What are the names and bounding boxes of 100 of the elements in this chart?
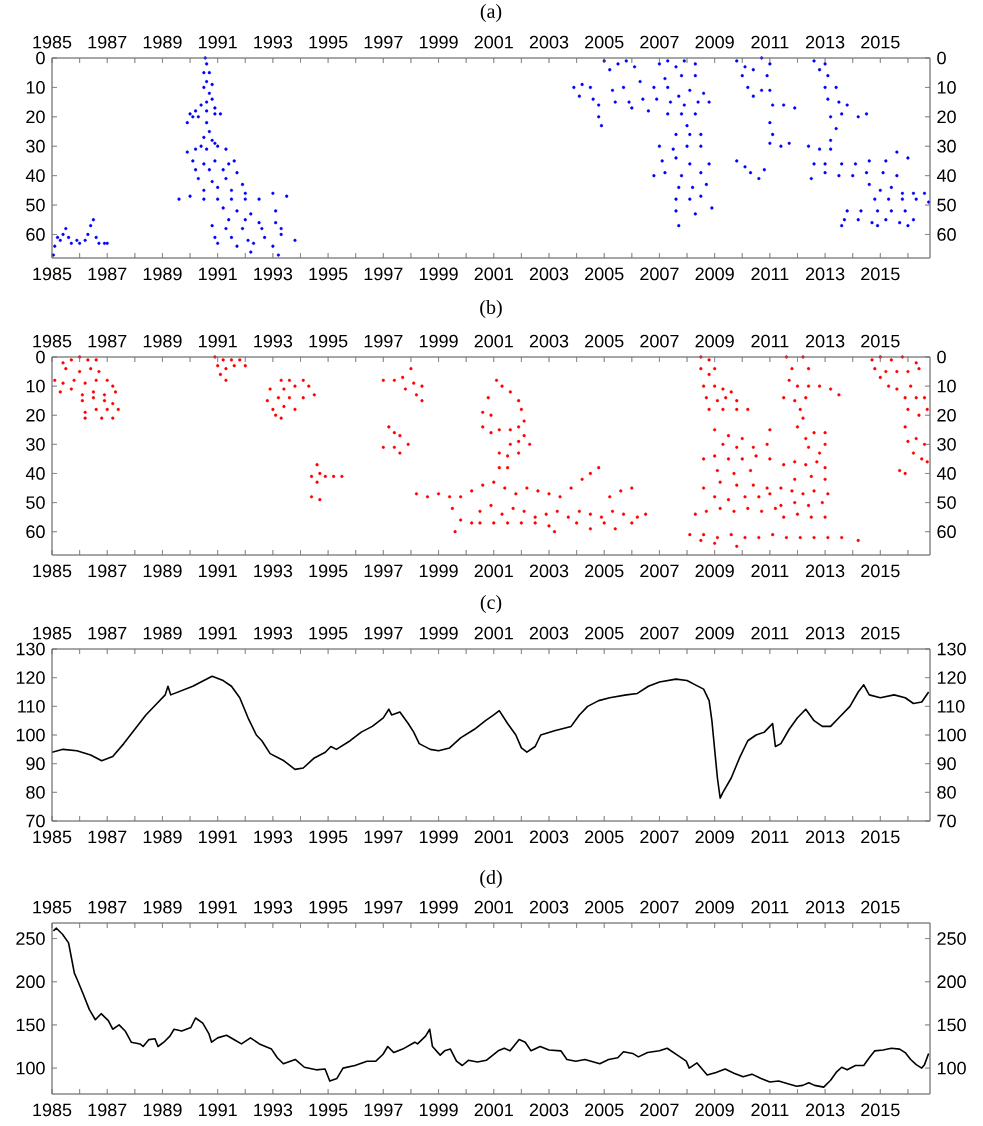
y2-tick-label: 250 xyxy=(937,932,966,945)
x2-tick-label: 1993 xyxy=(254,564,293,578)
y-tick-label: 110 xyxy=(18,699,45,713)
y-tick-label: 50 xyxy=(26,496,45,509)
x2-tick-label: 1997 xyxy=(364,564,403,578)
y2-tick-label: 60 xyxy=(937,228,956,241)
y2-tick-label: 0 xyxy=(937,51,946,65)
x-tick-label: 1989 xyxy=(143,334,182,348)
y2-tick-label: 10 xyxy=(937,379,956,393)
y2-tick-label: 20 xyxy=(937,408,956,422)
y-tick-label: 20 xyxy=(26,408,45,422)
x-tick-label: 2001 xyxy=(474,830,513,844)
x2-tick-label: 2009 xyxy=(695,626,734,640)
x2-tick-label: 1985 xyxy=(33,267,72,281)
x2-tick-label: 1995 xyxy=(309,267,348,281)
x2-tick-label: 2007 xyxy=(640,626,679,640)
y-tick-label: 60 xyxy=(26,228,45,241)
x2-tick-label: 2009 xyxy=(695,267,734,281)
x2-tick-label: 1997 xyxy=(364,1103,403,1117)
x-tick-label: 1997 xyxy=(364,35,403,49)
x-tick-label: 1991 xyxy=(199,900,237,914)
x-tick-label: 2001 xyxy=(474,900,513,914)
x2-tick-label: 2015 xyxy=(861,564,900,578)
x-tick-label: 1993 xyxy=(254,334,293,348)
x2-tick-label: 2005 xyxy=(585,564,624,578)
x2-tick-label: 2009 xyxy=(695,1103,734,1117)
chart-title: (d) xyxy=(480,869,502,889)
y2-tick-label: 80 xyxy=(937,785,956,799)
x2-tick-label: 1999 xyxy=(419,267,458,281)
y-tick-label: 10 xyxy=(26,81,45,94)
x-tick-label: 1995 xyxy=(309,334,348,348)
x2-tick-label: 2015 xyxy=(861,267,900,281)
x2-tick-label: 1989 xyxy=(143,626,182,640)
x2-tick-label: 2011 xyxy=(751,267,789,281)
x2-tick-label: 2011 xyxy=(751,564,789,578)
x-tick-label: 1987 xyxy=(88,900,127,914)
x-tick-label: 2011 xyxy=(751,900,789,914)
x-tick-label: 2013 xyxy=(805,35,845,49)
y-tick-label: 10 xyxy=(26,379,45,393)
x-tick-label: 1991 xyxy=(199,830,237,844)
x2-tick-label: 2003 xyxy=(529,267,569,281)
x2-tick-label: 1997 xyxy=(364,267,403,281)
y-tick-label: 100 xyxy=(16,1061,45,1075)
x-tick-label: 1985 xyxy=(33,334,72,348)
x-tick-label: 1995 xyxy=(309,35,348,49)
x-tick-label: 2001 xyxy=(474,35,513,49)
x-tick-label: 1987 xyxy=(88,35,127,49)
x2-tick-label: 1985 xyxy=(33,1103,72,1117)
x2-tick-label: 2013 xyxy=(805,1103,845,1117)
x2-tick-label: 1999 xyxy=(419,564,458,578)
x-tick-label: 2005 xyxy=(585,830,624,844)
y2-tick-label: 200 xyxy=(937,975,966,989)
x2-tick-label: 1993 xyxy=(254,626,293,640)
x-tick-label: 2005 xyxy=(585,35,624,49)
y-tick-label: 200 xyxy=(16,975,45,989)
x-tick-label: 1993 xyxy=(254,35,293,49)
x-tick-label: 2011 xyxy=(751,334,789,348)
x2-tick-label: 1999 xyxy=(419,1103,458,1117)
x-tick-label: 2007 xyxy=(640,334,679,348)
x-tick-label: 2013 xyxy=(805,900,845,914)
x-tick-label: 2005 xyxy=(585,334,624,348)
y-tick-label: 0 xyxy=(36,51,45,65)
y-tick-label: 150 xyxy=(16,1018,45,1032)
x2-tick-label: 2015 xyxy=(861,626,900,640)
y-tick-label: 130 xyxy=(16,642,45,656)
x2-tick-label: 2013 xyxy=(805,267,845,281)
x2-tick-label: 2003 xyxy=(529,564,569,578)
x2-tick-label: 2001 xyxy=(474,267,513,281)
y-tick-label: 30 xyxy=(26,139,45,153)
y2-tick-label: 40 xyxy=(936,467,956,480)
x-tick-label: 2011 xyxy=(751,35,789,49)
x-tick-label: 1999 xyxy=(419,334,458,348)
x2-tick-label: 1991 xyxy=(199,626,237,640)
x2-tick-label: 1985 xyxy=(33,626,72,640)
x2-tick-label: 2003 xyxy=(529,1103,569,1117)
x-tick-label: 1989 xyxy=(143,900,182,914)
x2-tick-label: 1989 xyxy=(143,267,182,281)
x2-tick-label: 1987 xyxy=(88,626,127,640)
x-tick-label: 2005 xyxy=(585,900,624,914)
x-tick-label: 2007 xyxy=(640,830,679,844)
x-tick-label: 2015 xyxy=(861,900,900,914)
y2-tick-label: 30 xyxy=(937,437,956,451)
x-tick-label: 2015 xyxy=(861,830,900,844)
y2-tick-label: 100 xyxy=(937,728,966,742)
x2-tick-label: 2011 xyxy=(751,1103,789,1117)
x2-tick-label: 2005 xyxy=(585,267,624,281)
y2-tick-label: 0 xyxy=(937,350,946,364)
y2-tick-label: 100 xyxy=(937,1061,966,1075)
y2-tick-label: 110 xyxy=(937,699,965,713)
x2-tick-label: 1989 xyxy=(143,564,182,578)
x2-tick-label: 1985 xyxy=(33,564,72,578)
x2-tick-label: 2007 xyxy=(640,267,679,281)
y2-tick-label: 60 xyxy=(937,525,956,539)
x2-tick-label: 1991 xyxy=(199,267,237,281)
x2-tick-label: 1987 xyxy=(88,267,127,281)
chart-title: (b) xyxy=(480,299,502,319)
chart-title: (c) xyxy=(480,594,502,614)
x2-tick-label: 1993 xyxy=(254,1103,293,1117)
x2-tick-label: 2001 xyxy=(474,1103,513,1117)
x2-tick-label: 1989 xyxy=(143,1103,182,1117)
